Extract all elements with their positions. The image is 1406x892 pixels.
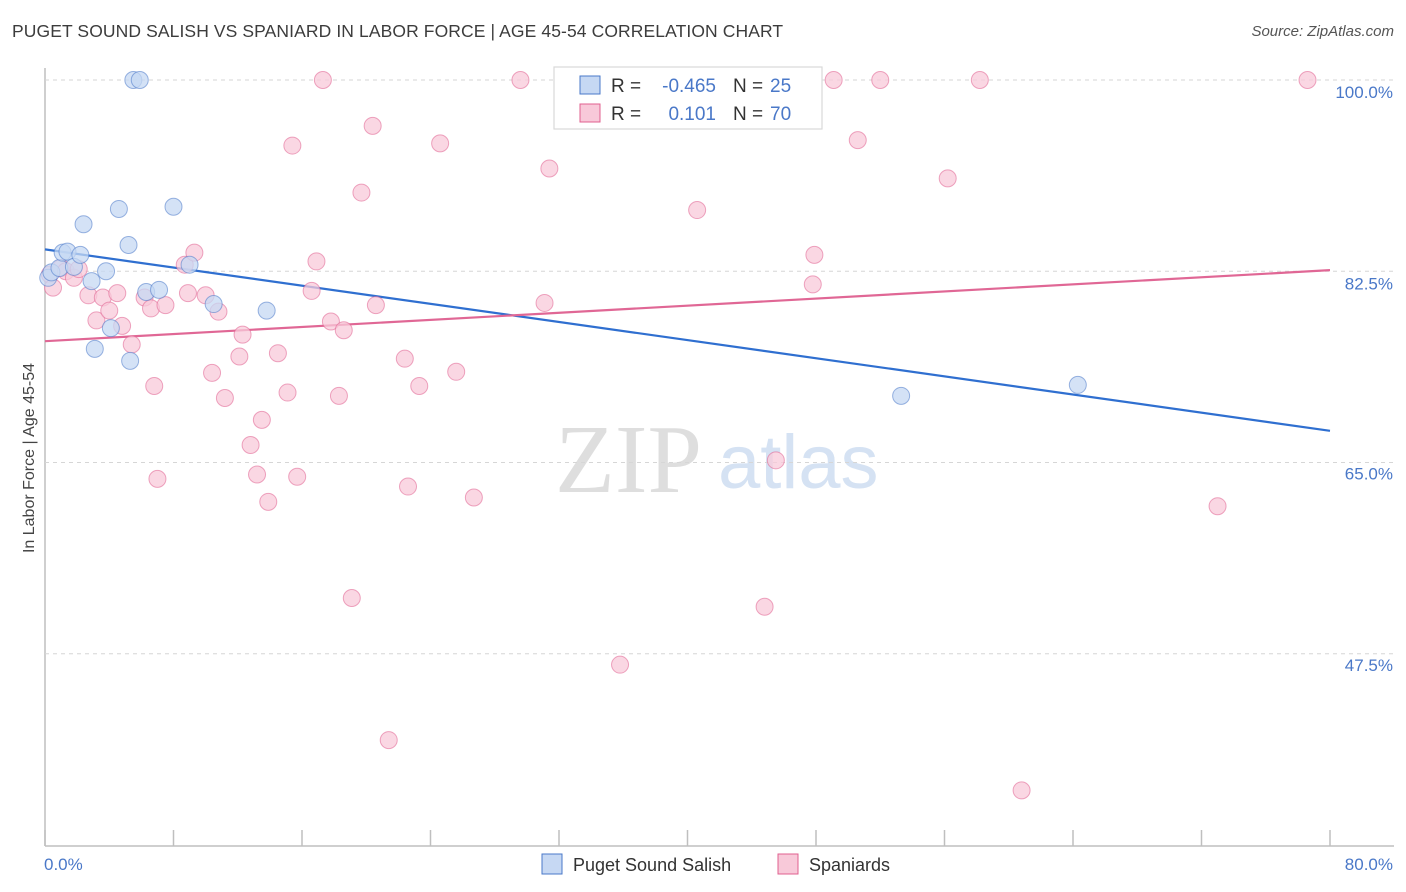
data-point-spaniards [688,201,707,220]
data-point-spaniards [230,347,249,366]
data-point-spaniards [307,252,326,271]
data-point-spaniards [268,344,287,363]
data-point-spaniards [511,71,530,89]
legend-n-label-pink: N = [733,104,763,125]
data-point-spaniards [145,377,164,395]
data-point-spaniards [122,335,141,354]
data-point-spaniards [366,296,385,315]
bottom-legend-swatch-blue [541,853,563,875]
data-point-spaniards [278,383,297,402]
bottom-legend-swatch-pink [777,853,799,875]
legend-r-label-blue: R = [611,76,641,97]
data-point-spaniards [148,469,167,488]
trend-line-spaniards [44,269,1331,343]
data-point-spaniards [100,301,119,320]
data-point-puget-sound-salish [180,255,199,274]
legend-n-value-blue: 25 [770,76,791,97]
data-point-puget-sound-salish [74,215,93,234]
y-tick-label: 65.0% [1345,465,1393,484]
legend-r-label-pink: R = [611,104,641,125]
data-point-spaniards [535,293,554,312]
data-point-puget-sound-salish [101,319,120,338]
data-point-spaniards [178,284,197,303]
legend-swatch-blue [579,75,601,95]
data-point-puget-sound-salish [204,295,223,314]
x-tick-label-end: 80.0% [1345,855,1393,874]
data-point-spaniards [334,321,353,340]
data-point-puget-sound-salish [1068,375,1087,394]
data-point-spaniards [156,296,175,315]
bottom-legend-label-pink: Spaniards [809,855,890,875]
data-point-spaniards [395,349,414,368]
legend-swatch-pink [579,103,601,123]
watermark-zip: ZIP [555,406,702,514]
chart-title: PUGET SOUND SALISH VS SPANIARD IN LABOR … [12,21,784,41]
data-point-puget-sound-salish [892,386,911,405]
data-point-puget-sound-salish [121,351,140,370]
data-point-spaniards [379,731,398,750]
data-point-spaniards [302,281,321,300]
data-point-puget-sound-salish [97,262,116,281]
data-point-puget-sound-salish [257,301,276,320]
legend-n-value-pink: 70 [770,104,791,125]
data-point-puget-sound-salish [150,280,169,299]
data-point-spaniards [259,492,278,511]
data-point-spaniards [288,467,307,486]
data-point-spaniards [87,311,106,330]
x-tick-label-start: 0.0% [44,855,83,874]
data-point-spaniards [321,312,340,331]
legend-r-value-blue: -0.465 [662,76,716,97]
data-point-spaniards [248,465,267,484]
data-point-spaniards [352,183,371,202]
data-point-spaniards [803,275,822,294]
data-point-spaniards [431,134,450,153]
data-point-spaniards [611,655,630,674]
data-point-spaniards [970,71,989,89]
data-point-puget-sound-salish [109,199,128,218]
data-point-spaniards [108,284,127,303]
legend-n-label-blue: N = [733,76,763,97]
stats-legend: R = -0.465 N = 25 R = 0.101 N = 70 [553,66,823,130]
legend-r-value-pink: 0.101 [668,104,716,125]
data-point-spaniards [871,71,890,89]
bottom-legend-label-blue: Puget Sound Salish [573,855,731,875]
series-legend: Puget Sound Salish Spaniards [541,853,890,875]
data-point-spaniards [447,362,466,381]
data-point-spaniards [410,377,429,395]
source-label: Source: ZipAtlas.com [1251,23,1394,40]
trend-line-puget-sound-salish [44,248,1331,432]
data-point-spaniards [215,389,234,408]
y-tick-label: 47.5% [1345,656,1393,675]
data-point-spaniards [848,131,867,150]
y-tick-label: 100.0% [1335,83,1393,102]
data-point-spaniards [755,597,774,616]
y-tick-label: 82.5% [1345,274,1393,293]
data-point-puget-sound-salish [130,71,149,89]
data-point-spaniards [805,245,824,264]
data-point-spaniards [464,488,483,507]
data-point-spaniards [766,451,785,470]
data-point-spaniards [241,436,260,455]
data-point-spaniards [1012,781,1031,800]
data-point-spaniards [1208,497,1227,516]
data-point-spaniards [363,116,382,135]
data-point-spaniards [283,136,302,155]
data-point-spaniards [342,589,361,608]
data-point-spaniards [329,386,348,405]
data-point-spaniards [203,363,222,382]
data-point-spaniards [938,169,957,188]
data-point-spaniards [540,159,559,178]
data-point-spaniards [252,410,271,429]
data-point-puget-sound-salish [164,197,183,216]
data-point-spaniards [233,325,252,344]
data-point-spaniards [1298,71,1317,89]
data-point-puget-sound-salish [82,272,101,291]
data-point-puget-sound-salish [71,245,90,264]
data-point-spaniards [399,477,418,496]
data-point-puget-sound-salish [119,236,138,255]
data-point-spaniards [824,71,843,89]
data-point-puget-sound-salish [85,339,104,358]
data-point-spaniards [313,71,332,89]
